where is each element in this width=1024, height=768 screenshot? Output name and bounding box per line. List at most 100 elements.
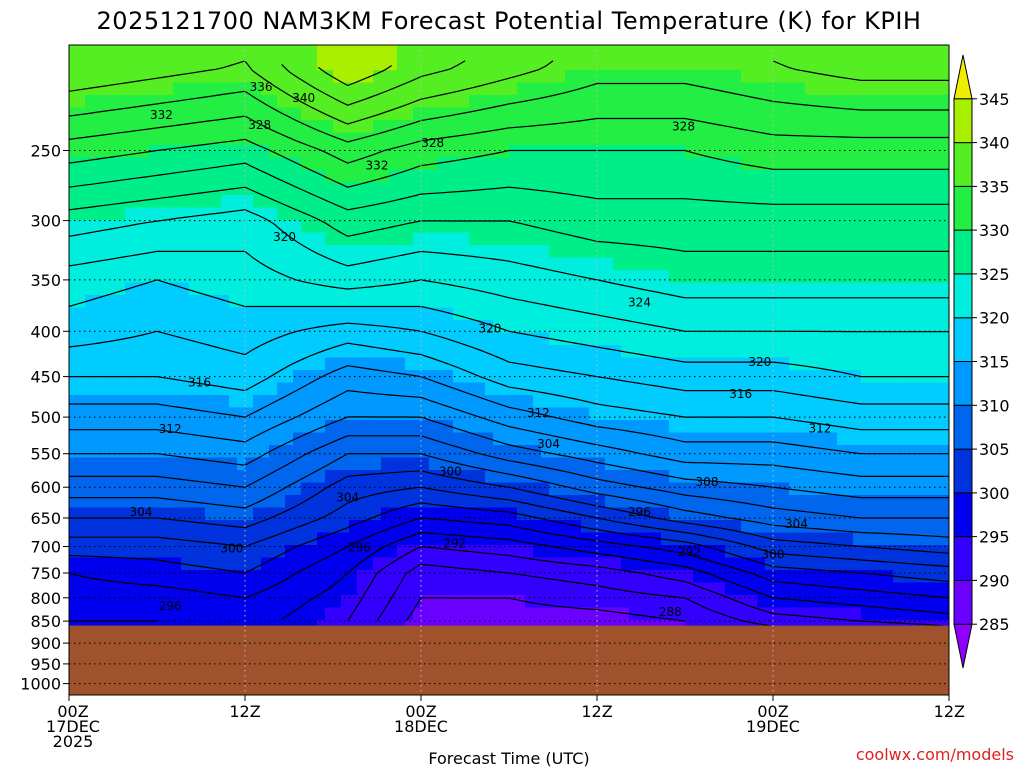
theta-cell [181, 107, 190, 121]
theta-cell [637, 307, 646, 321]
theta-cell [573, 532, 582, 546]
theta-cell [493, 457, 502, 471]
theta-cell [141, 320, 150, 334]
theta-cell [117, 582, 126, 596]
theta-cell [549, 345, 558, 359]
theta-cell [805, 320, 814, 334]
theta-cell [613, 382, 622, 396]
theta-cell [845, 182, 854, 196]
theta-cell [837, 195, 846, 209]
theta-cell [541, 107, 550, 121]
theta-cell [405, 395, 414, 409]
theta-cell [109, 70, 118, 84]
theta-cell [101, 495, 110, 509]
theta-cell [941, 320, 949, 334]
theta-cell [917, 170, 926, 184]
theta-cell [221, 420, 230, 434]
theta-cell [445, 145, 454, 159]
theta-cell [133, 220, 142, 234]
theta-cell [85, 70, 94, 84]
theta-cell [909, 332, 918, 346]
theta-cell [477, 495, 486, 509]
theta-cell [557, 470, 566, 484]
theta-cell [741, 70, 750, 84]
theta-cell [293, 295, 302, 309]
theta-cell [645, 320, 654, 334]
theta-cell [429, 170, 438, 184]
theta-cell [925, 420, 934, 434]
theta-cell [909, 445, 918, 459]
theta-cell [605, 82, 614, 96]
theta-cell [189, 182, 198, 196]
theta-cell [541, 432, 550, 446]
theta-cell [677, 120, 686, 134]
theta-cell [125, 307, 134, 321]
theta-cell [101, 70, 110, 84]
theta-cell [197, 332, 206, 346]
theta-cell [589, 532, 598, 546]
theta-cell [413, 582, 422, 596]
theta-cell [405, 207, 414, 221]
theta-cell [429, 320, 438, 334]
theta-cell [85, 282, 94, 296]
theta-cell [925, 482, 934, 496]
theta-cell [317, 232, 326, 246]
theta-cell [317, 220, 326, 234]
theta-cell [469, 132, 478, 146]
theta-cell [181, 420, 190, 434]
theta-cell [413, 395, 422, 409]
theta-cell [157, 270, 166, 284]
theta-cell [365, 382, 374, 396]
theta-cell [741, 507, 750, 521]
theta-cell [405, 520, 414, 534]
theta-cell [829, 370, 838, 384]
theta-cell [293, 282, 302, 296]
theta-cell [653, 395, 662, 409]
theta-cell [453, 370, 462, 384]
theta-cell [741, 257, 750, 271]
theta-cell [301, 382, 310, 396]
theta-cell [605, 282, 614, 296]
theta-cell [245, 545, 254, 559]
theta-cell [509, 582, 518, 596]
theta-cell [309, 582, 318, 596]
theta-cell [621, 320, 630, 334]
theta-cell [877, 357, 886, 371]
theta-cell [589, 295, 598, 309]
theta-cell [277, 420, 286, 434]
theta-cell [621, 157, 630, 171]
theta-cell [181, 457, 190, 471]
theta-cell [613, 232, 622, 246]
theta-cell [93, 345, 102, 359]
theta-cell [837, 170, 846, 184]
theta-cell [221, 132, 230, 146]
theta-cell [109, 545, 118, 559]
theta-cell [877, 320, 886, 334]
theta-cell [917, 407, 926, 421]
theta-cell [365, 445, 374, 459]
theta-cell [573, 420, 582, 434]
theta-cell [525, 245, 534, 259]
theta-cell [533, 307, 542, 321]
theta-cell [925, 145, 934, 159]
theta-cell [485, 332, 494, 346]
theta-cell [685, 445, 694, 459]
theta-cell [365, 557, 374, 571]
theta-cell [901, 445, 910, 459]
theta-cell [261, 582, 270, 596]
theta-cell [693, 320, 702, 334]
theta-cell [741, 545, 750, 559]
theta-cell [157, 582, 166, 596]
theta-cell [381, 220, 390, 234]
theta-cell [565, 445, 574, 459]
theta-cell [837, 220, 846, 234]
theta-cell [469, 70, 478, 84]
theta-cell [525, 545, 534, 559]
theta-cell [381, 195, 390, 209]
theta-cell [93, 282, 102, 296]
theta-cell [541, 232, 550, 246]
theta-cell [645, 332, 654, 346]
theta-cell [109, 82, 118, 96]
theta-cell [621, 70, 630, 84]
theta-cell [613, 195, 622, 209]
